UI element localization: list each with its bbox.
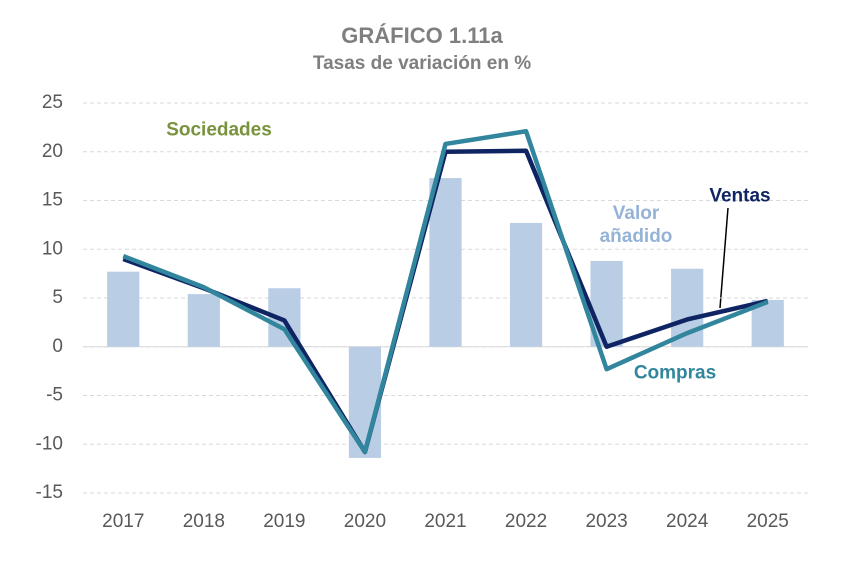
x-tick-label: 2024 (666, 511, 709, 532)
y-tick-label: 25 (42, 92, 63, 113)
annotation: Sociedades (166, 119, 272, 141)
bar (187, 294, 220, 347)
x-tick-label: 2025 (747, 511, 789, 532)
x-tick-label: 2021 (424, 511, 466, 532)
x-tick-label: 2019 (263, 511, 305, 532)
x-tick-label: 2022 (505, 511, 547, 532)
leader-line (719, 207, 729, 309)
x-tick-label: 2018 (183, 511, 225, 532)
bar (429, 178, 462, 347)
y-tick-label: 5 (52, 287, 63, 308)
legend-label: Valor añadido (599, 203, 673, 247)
y-tick-label: -10 (36, 433, 63, 454)
x-tick-label: 2017 (102, 511, 144, 532)
y-tick-label: 15 (42, 190, 63, 211)
legend-label: Ventas (709, 185, 771, 207)
y-tick-label: 10 (42, 238, 63, 259)
line (122, 129, 769, 455)
chart-title: GRÁFICO 1.11a (341, 23, 503, 48)
chart-subtitle: Tasas de variación en % (313, 53, 531, 74)
bar (509, 222, 543, 347)
bar (107, 271, 140, 347)
y-tick-label: -5 (46, 385, 63, 406)
y-tick-label: 20 (42, 141, 63, 162)
legend-label: Compras (633, 362, 717, 384)
y-tick-label: 0 (52, 336, 63, 357)
x-tick-label: 2020 (344, 511, 386, 532)
x-tick-label: 2023 (585, 511, 627, 532)
y-tick-label: -15 (36, 482, 63, 503)
